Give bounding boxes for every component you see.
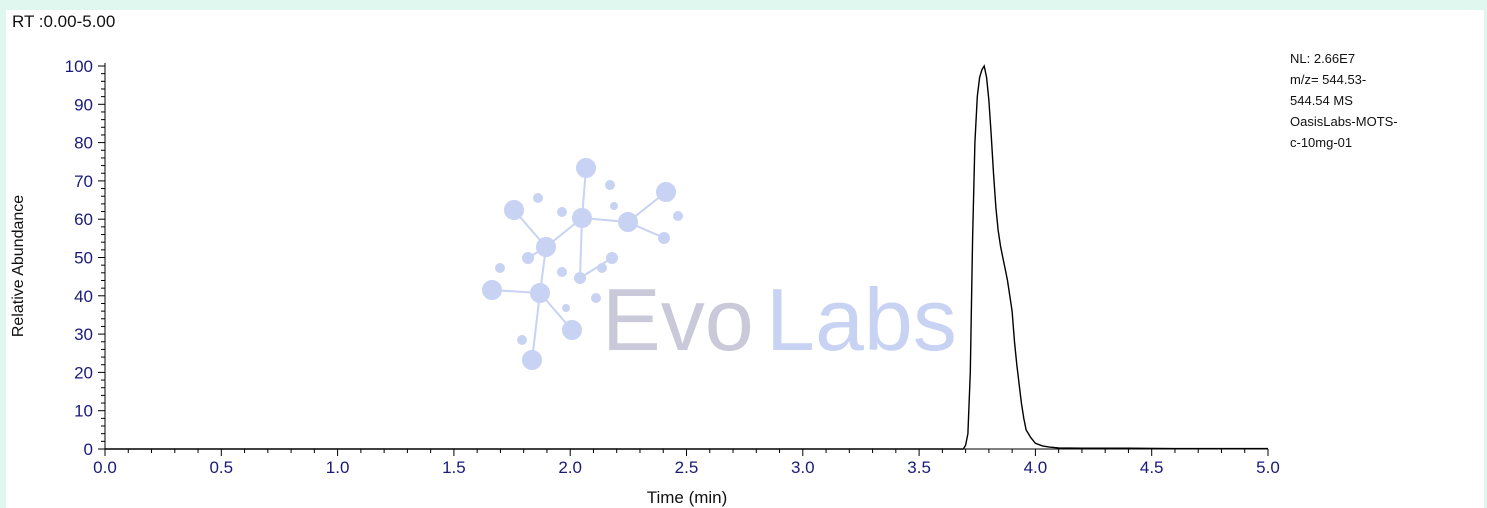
y-tick-label: 60 [74,210,93,229]
y-tick-label: 30 [74,325,93,344]
info-line-nl: NL: 2.66E7 [1290,51,1356,66]
x-tick-label: 0.5 [209,458,233,477]
x-tick-label: 4.5 [1140,458,1164,477]
x-tick-label: 1.0 [326,458,350,477]
y-tick-label: 70 [74,172,93,191]
chromatogram-trace [105,64,1268,450]
y-tick-label: 40 [74,287,93,306]
y-ticks: 0 10 20 30 40 50 60 70 80 90 100 [65,57,105,459]
y-tick-label: 0 [84,440,93,459]
watermark-evo-text: Evo [602,270,754,369]
chromatogram-chart: Evo Labs 0 10 20 30 40 50 60 70 80 90 100 0.0 0.5 1.… [10,57,1280,507]
evolabs-watermark: Evo Labs [482,158,957,370]
y-axis-label: Relative Abundance [10,195,27,337]
x-tick-label: 1.5 [442,458,466,477]
x-tick-label: 0.0 [93,458,117,477]
info-line-sample-id: c-10mg-01 [1290,135,1353,150]
watermark-labs-text: Labs [766,270,957,369]
x-tick-label: 3.0 [791,458,815,477]
info-line-sample: OasisLabs-MOTS- [1290,114,1398,129]
y-tick-label: 80 [74,134,93,153]
y-tick-label: 100 [65,57,93,76]
info-box: NL: 2.66E7 m/z= 544.53- 544.54 MS OasisL… [1290,48,1398,153]
x-ticks: 0.0 0.5 1.0 1.5 2.0 2.5 3.0 3.5 4.0 4.5 5.0 [93,449,1280,477]
y-tick-label: 90 [74,95,93,114]
y-tick-label: 50 [74,249,93,268]
x-tick-label: 2.5 [675,458,699,477]
y-tick-label: 20 [74,363,93,382]
info-line-mz-range: 544.54 MS [1290,93,1353,108]
x-axis-label: Time (min) [647,488,728,507]
x-tick-label: 3.5 [907,458,931,477]
x-tick-label: 5.0 [1256,458,1280,477]
rt-range-label: RT :0.00-5.00 [12,12,116,31]
info-line-mz: m/z= 544.53- [1290,72,1367,87]
chromatogram-panel: RT :0.00-5.00 [6,10,1484,508]
x-tick-label: 2.0 [558,458,582,477]
molecule-network-icon [482,158,683,370]
axes [104,63,1268,450]
x-tick-label: 4.0 [1024,458,1048,477]
y-tick-label: 10 [74,402,93,421]
